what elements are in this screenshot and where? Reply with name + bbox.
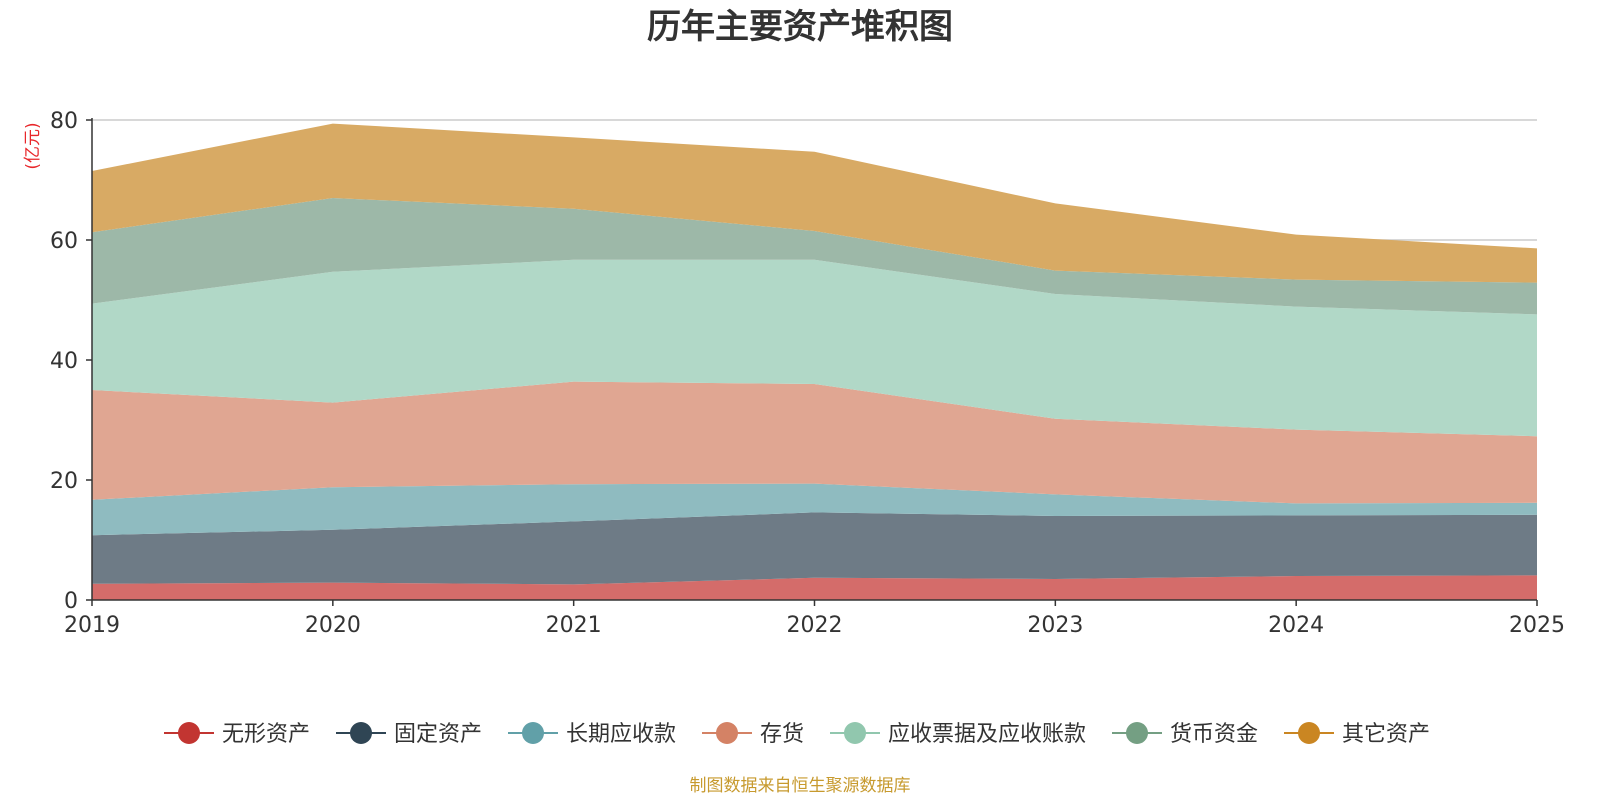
legend-item[interactable]: 应收票据及应收账款 xyxy=(830,722,1086,747)
area-series xyxy=(92,381,1537,504)
y-tick-label: 80 xyxy=(50,109,78,134)
y-tick-label: 40 xyxy=(50,349,78,374)
area-series xyxy=(92,512,1537,585)
legend-label: 存货 xyxy=(760,722,804,747)
x-tick-label: 2021 xyxy=(546,613,602,638)
y-tick-label: 60 xyxy=(50,229,78,254)
legend-circle-marker xyxy=(716,722,738,744)
x-tick-label: 2024 xyxy=(1268,613,1324,638)
area-series-group xyxy=(92,123,1537,600)
legend-item[interactable]: 货币资金 xyxy=(1112,722,1258,747)
x-tick-label: 2019 xyxy=(64,613,120,638)
area-series xyxy=(92,123,1537,283)
legend-label: 无形资产 xyxy=(222,722,310,747)
area-series xyxy=(92,259,1537,437)
legend-label: 长期应收款 xyxy=(566,722,676,747)
legend-circle-marker xyxy=(178,722,200,744)
y-axis-unit-label: (亿元) xyxy=(23,122,43,169)
legend-label: 其它资产 xyxy=(1342,722,1430,747)
legend-circle-marker xyxy=(350,722,372,744)
legend-circle-marker xyxy=(1126,722,1148,744)
area-series xyxy=(92,483,1537,536)
x-tick-label: 2022 xyxy=(787,613,843,638)
legend-item[interactable]: 存货 xyxy=(702,722,804,747)
x-tick-label: 2025 xyxy=(1509,613,1565,638)
axes: 0 20 40 60 80 2019 2020 2021 2022 2023 2024 2025 xyxy=(50,109,1565,638)
legend-item[interactable]: 固定资产 xyxy=(336,722,482,747)
legend-label: 货币资金 xyxy=(1170,722,1258,747)
y-tick-label: 20 xyxy=(50,469,78,494)
x-tick-label: 2020 xyxy=(305,613,361,638)
data-source-note: 制图数据来自恒生聚源数据库 xyxy=(690,776,911,796)
x-tick-label: 2023 xyxy=(1027,613,1083,638)
y-tick-label: 0 xyxy=(64,589,78,614)
legend-circle-marker xyxy=(844,722,866,744)
legend-circle-marker xyxy=(522,722,544,744)
legend-item[interactable]: 其它资产 xyxy=(1284,722,1430,747)
legend: 无形资产 固定资产 长期应收款 存货 应收票据及应收账款 货币资金 其它资产 xyxy=(164,722,1430,747)
area-series xyxy=(92,198,1537,315)
legend-label: 固定资产 xyxy=(394,722,482,747)
legend-item[interactable]: 无形资产 xyxy=(164,722,310,747)
area-series xyxy=(92,575,1537,600)
chart-title: 历年主要资产堆积图 xyxy=(647,7,953,47)
legend-item[interactable]: 长期应收款 xyxy=(508,722,676,747)
legend-label: 应收票据及应收账款 xyxy=(888,722,1086,747)
legend-circle-marker xyxy=(1298,722,1320,744)
